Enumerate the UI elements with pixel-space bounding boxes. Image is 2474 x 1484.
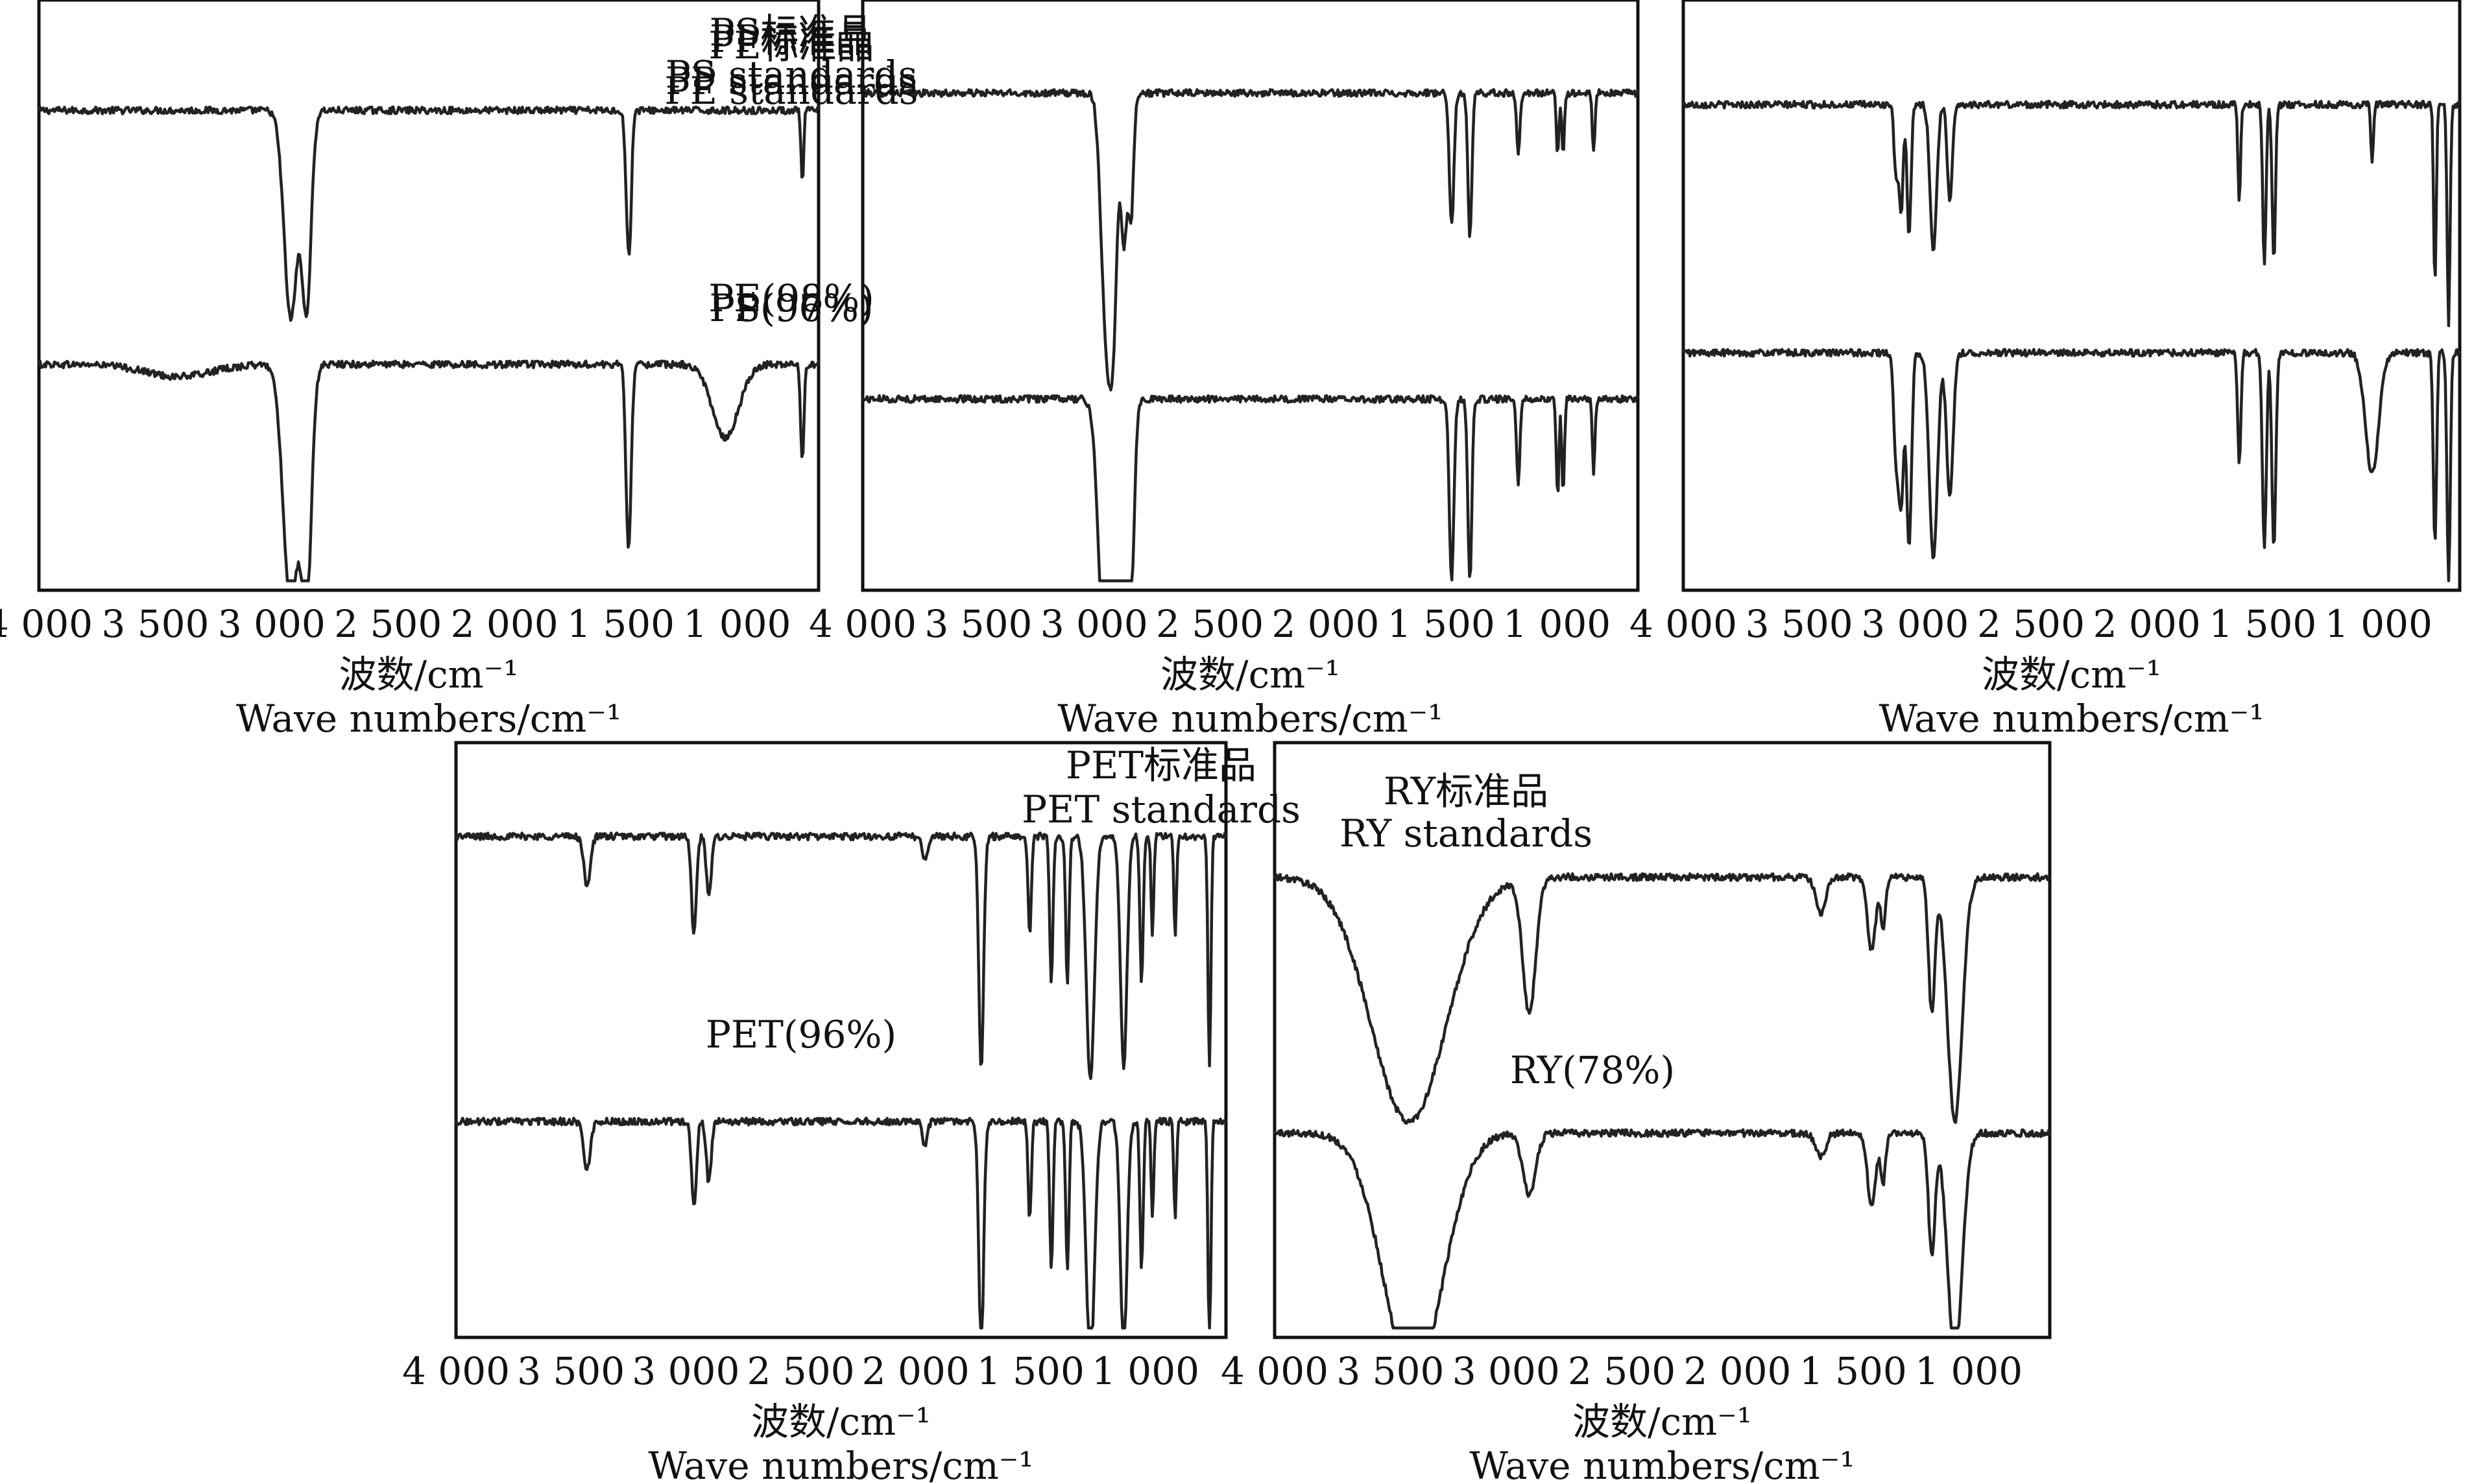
plot-frame-pp (861, 0, 1640, 592)
x-tick-label-ry-3500: 3 500 (1336, 1349, 1444, 1393)
x-tick-label-pe-3000: 3 000 (218, 602, 326, 646)
x-tick-label-pe-4000: 4 000 (0, 602, 93, 646)
x-tick-label-ry-1500: 1 500 (1799, 1349, 1907, 1393)
x-axis-title-en-pp: Wave numbers/cm⁻¹ (1057, 697, 1443, 741)
spectrum-ry-sample (1273, 1128, 2052, 1330)
x-tick-label-ry-2500: 2 500 (1568, 1349, 1675, 1393)
plot-frame-pet (454, 741, 1228, 1339)
x-tick-label-ps-4000: 4 000 (1629, 602, 1737, 646)
x-tick-label-pe-1000: 1 000 (683, 602, 791, 646)
series-label-ry-standard-1: RY standards (1339, 811, 1592, 856)
spectrum-pe-standard (37, 105, 821, 322)
x-tick-label-ry-2000: 2 000 (1683, 1349, 1791, 1393)
x-axis-title-en-pet: Wave numbers/cm⁻¹ (648, 1444, 1033, 1484)
x-tick-label-pet-4000: 4 000 (402, 1349, 510, 1393)
x-tick-label-pet-1000: 1 000 (1092, 1349, 1199, 1393)
spectrum-pp-standard (861, 88, 1640, 392)
plot-frame-pe (37, 0, 821, 592)
x-tick-label-pet-1500: 1 500 (977, 1349, 1085, 1393)
x-axis-title-cn-pp: 波数/cm⁻¹ (1160, 652, 1340, 697)
series-label-pet-standard-0: PET标准品 (1066, 743, 1256, 787)
x-axis-title-en-pe: Wave numbers/cm⁻¹ (236, 697, 621, 741)
x-tick-label-pp-4000: 4 000 (809, 602, 917, 646)
x-tick-label-pet-2000: 2 000 (862, 1349, 970, 1393)
x-tick-label-pe-3500: 3 500 (101, 602, 209, 646)
x-tick-label-pp-2500: 2 500 (1156, 602, 1264, 646)
series-label-pp-sample-0: PP(96%) (710, 286, 873, 330)
x-tick-label-pe-2000: 2 000 (451, 602, 558, 646)
x-tick-label-ps-2500: 2 500 (1977, 602, 2085, 646)
x-tick-label-pp-3500: 3 500 (924, 602, 1032, 646)
spectrum-ps-sample (1681, 348, 2462, 582)
x-tick-label-pe-2500: 2 500 (334, 602, 442, 646)
series-label-pp-standard-0: PP标准品 (710, 17, 873, 61)
spectrum-pet-standard (454, 831, 1228, 1081)
series-label-pp-standard-1: PP standards (666, 59, 917, 103)
x-axis-title-cn-ry: 波数/cm⁻¹ (1572, 1400, 1752, 1444)
x-axis-title-cn-pe: 波数/cm⁻¹ (339, 652, 519, 697)
spectrum-pe-sample (37, 359, 821, 582)
spectrum-ry-standard (1273, 872, 2052, 1125)
x-axis-title-en-ps: Wave numbers/cm⁻¹ (1879, 697, 2264, 741)
x-axis-title-cn-pet: 波数/cm⁻¹ (751, 1400, 931, 1444)
x-tick-label-ry-3000: 3 000 (1452, 1349, 1560, 1393)
series-label-pet-sample-0: PET(96%) (706, 1012, 896, 1057)
series-label-ps-standard-1: PS standards (666, 53, 918, 97)
series-label-ps-sample-0: PS(97%) (710, 286, 874, 330)
x-tick-label-ps-2000: 2 000 (2093, 602, 2201, 646)
x-axis-title-cn-ps: 波数/cm⁻¹ (1982, 652, 2161, 697)
series-label-ry-sample-0: RY(78%) (1510, 1048, 1675, 1092)
x-tick-label-pet-3500: 3 500 (517, 1349, 625, 1393)
x-tick-label-pp-3000: 3 000 (1040, 602, 1148, 646)
x-tick-label-pp-2000: 2 000 (1271, 602, 1379, 646)
x-tick-label-ps-1000: 1 000 (2325, 602, 2432, 646)
x-tick-label-ps-3500: 3 500 (1746, 602, 1853, 646)
x-tick-label-ps-1500: 1 500 (2209, 602, 2316, 646)
spectrum-ps-standard (1681, 99, 2462, 328)
x-tick-label-pp-1000: 1 000 (1503, 602, 1611, 646)
spectrum-pp-sample (861, 394, 1640, 582)
x-tick-label-ry-1000: 1 000 (1915, 1349, 2023, 1393)
series-label-pet-standard-1: PET standards (1022, 787, 1301, 832)
x-tick-label-pet-3000: 3 000 (632, 1349, 739, 1393)
x-axis-title-en-ry: Wave numbers/cm⁻¹ (1469, 1444, 1855, 1484)
spectrum-pet-sample (454, 1116, 1228, 1330)
x-tick-label-pp-1500: 1 500 (1387, 602, 1495, 646)
series-label-ry-standard-0: RY标准品 (1384, 769, 1548, 813)
series-label-ps-standard-0: PS标准品 (710, 10, 874, 54)
series-label-pe-standard-0: PE标准品 (708, 23, 874, 67)
x-tick-label-ps-3000: 3 000 (1861, 602, 1969, 646)
plot-frame-ps (1681, 0, 2462, 592)
series-label-pe-sample-0: PE(98%) (708, 276, 874, 320)
x-tick-label-pet-2500: 2 500 (747, 1349, 854, 1393)
x-tick-label-pe-1500: 1 500 (567, 602, 675, 646)
plot-frame-ry (1273, 741, 2052, 1339)
x-tick-label-ry-4000: 4 000 (1221, 1349, 1328, 1393)
